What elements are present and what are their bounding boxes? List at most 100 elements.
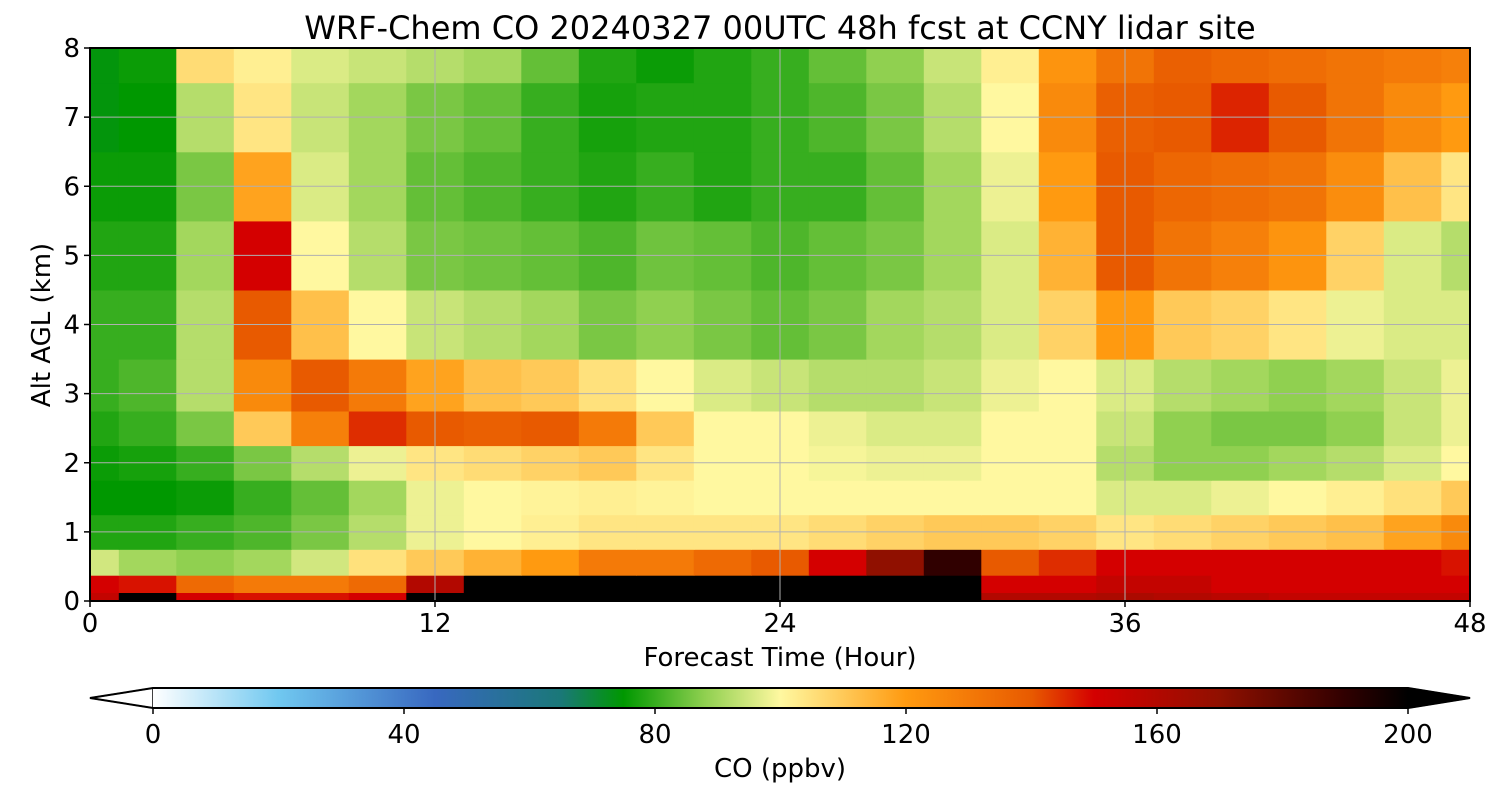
heatmap-cell bbox=[176, 359, 235, 412]
heatmap-cell bbox=[118, 592, 177, 601]
heatmap-cell bbox=[1441, 592, 1470, 601]
heatmap-cell bbox=[808, 480, 867, 516]
heatmap-cell bbox=[981, 592, 1040, 601]
heatmap-cell bbox=[693, 359, 752, 412]
heatmap-cell bbox=[1268, 575, 1327, 593]
heatmap-cell bbox=[808, 359, 867, 412]
heatmap-cell bbox=[1326, 549, 1385, 576]
heatmap-cell bbox=[90, 575, 120, 593]
heatmap-cell bbox=[291, 359, 350, 412]
heatmap-cell bbox=[118, 549, 177, 576]
heatmap-field bbox=[90, 48, 1470, 601]
heatmap-cell bbox=[521, 549, 580, 576]
x-axis-ticks: 0 12 24 36 48 bbox=[82, 601, 1487, 639]
heatmap-cell bbox=[923, 359, 982, 412]
heatmap-cell bbox=[176, 410, 235, 447]
heatmap-cell bbox=[291, 480, 350, 516]
heatmap-cell bbox=[1153, 592, 1212, 601]
heatmap-cell bbox=[923, 410, 982, 447]
heatmap-cell bbox=[521, 575, 580, 593]
heatmap-cell bbox=[578, 480, 637, 516]
heatmap-cell bbox=[1383, 592, 1442, 601]
heatmap-cell bbox=[1038, 410, 1097, 447]
heatmap-cell bbox=[348, 359, 407, 412]
heatmap-cell bbox=[1326, 480, 1385, 516]
y-tick-label: 7 bbox=[63, 103, 80, 133]
heatmap-cell bbox=[1326, 48, 1385, 84]
heatmap-cell bbox=[1383, 359, 1442, 412]
heatmap-cell bbox=[1038, 359, 1097, 412]
heatmap-cell bbox=[636, 549, 695, 576]
heatmap-cell bbox=[1326, 575, 1385, 593]
heatmap-cell bbox=[866, 359, 925, 412]
heatmap-cell bbox=[463, 48, 522, 84]
colorbar-label: CO (ppbv) bbox=[714, 754, 846, 784]
heatmap-cell bbox=[636, 575, 695, 593]
y-tick-label: 1 bbox=[63, 518, 80, 548]
heatmap-cell bbox=[1326, 592, 1385, 601]
heatmap-cell bbox=[521, 480, 580, 516]
heatmap-cell bbox=[923, 575, 982, 593]
heatmap-cell bbox=[1268, 549, 1327, 576]
colorbar-extend-low bbox=[89, 687, 154, 709]
heatmap-cell bbox=[1441, 480, 1470, 516]
colorbar-ticks: 0 40 80 120 160 200 bbox=[145, 708, 1433, 750]
heatmap-cell bbox=[1268, 410, 1327, 447]
heatmap-cell bbox=[233, 549, 292, 576]
heatmap-cell bbox=[118, 480, 177, 516]
heatmap-cell bbox=[636, 410, 695, 447]
heatmap-cell bbox=[923, 48, 982, 84]
x-axis-label: Forecast Time (Hour) bbox=[643, 643, 916, 673]
heatmap-cell bbox=[1153, 410, 1212, 447]
heatmap-cell bbox=[1441, 359, 1470, 412]
heatmap-cell bbox=[463, 575, 522, 593]
heatmap-cell bbox=[866, 549, 925, 576]
colorbar-body bbox=[153, 688, 1408, 708]
heatmap-cell bbox=[233, 410, 292, 447]
heatmap-cell bbox=[1038, 480, 1097, 516]
heatmap-cell bbox=[866, 410, 925, 447]
heatmap-cell bbox=[118, 410, 177, 447]
heatmap-cell bbox=[90, 480, 120, 516]
heatmap-cell bbox=[1383, 480, 1442, 516]
heatmap-cell bbox=[866, 575, 925, 593]
heatmap-cell bbox=[981, 549, 1040, 576]
heatmap-cell bbox=[923, 592, 982, 601]
heatmap-cell bbox=[808, 48, 867, 84]
heatmap-cell bbox=[176, 592, 235, 601]
heatmap-cell bbox=[521, 359, 580, 412]
heatmap-cell bbox=[981, 359, 1040, 412]
heatmap-cell bbox=[693, 480, 752, 516]
heatmap-cell bbox=[1441, 48, 1470, 84]
heatmap-cell bbox=[1268, 592, 1327, 601]
heatmap-cell bbox=[981, 48, 1040, 84]
heatmap-cell bbox=[176, 480, 235, 516]
heatmap-cell bbox=[808, 410, 867, 447]
heatmap-cell bbox=[578, 359, 637, 412]
heatmap-cell bbox=[348, 480, 407, 516]
heatmap-cell bbox=[1153, 549, 1212, 576]
heatmap-cell bbox=[291, 592, 350, 601]
colorbar-tick-label: 160 bbox=[1132, 720, 1182, 750]
heatmap-cell bbox=[348, 410, 407, 447]
heatmap-cell bbox=[981, 575, 1040, 593]
heatmap-cell bbox=[693, 410, 752, 447]
heatmap-cell bbox=[693, 48, 752, 84]
heatmap-cell bbox=[1268, 48, 1327, 84]
heatmap-cell bbox=[521, 48, 580, 84]
y-tick-label: 2 bbox=[63, 449, 80, 479]
heatmap-cell bbox=[693, 549, 752, 576]
colorbar-tick-label: 120 bbox=[881, 720, 931, 750]
heatmap-cell bbox=[463, 549, 522, 576]
heatmap-cell bbox=[1153, 480, 1212, 516]
y-tick-label: 6 bbox=[63, 172, 80, 202]
heatmap-cell bbox=[636, 480, 695, 516]
heatmap-cell bbox=[348, 575, 407, 593]
heatmap-cell bbox=[1211, 592, 1270, 601]
heatmap-cell bbox=[578, 592, 637, 601]
heatmap-cell bbox=[1211, 48, 1270, 84]
heatmap-cell bbox=[233, 480, 292, 516]
heatmap-cell bbox=[521, 410, 580, 447]
